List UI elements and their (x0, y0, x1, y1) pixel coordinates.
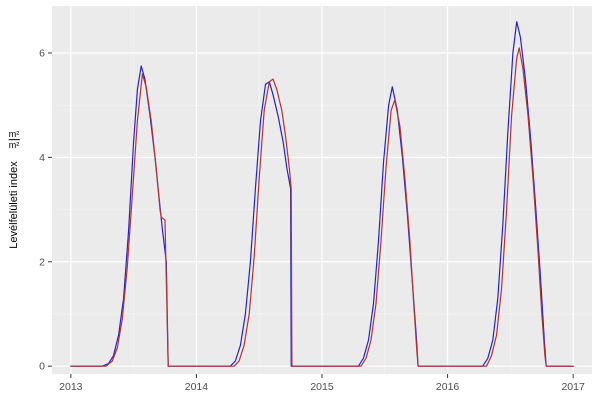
x-tick-label: 2013 (59, 381, 83, 393)
y-tick-label: 2 (39, 256, 45, 268)
x-tick-label: 2015 (310, 381, 334, 393)
x-tick-label: 2016 (436, 381, 460, 393)
y-tick-label: 6 (39, 47, 45, 59)
y-tick-label: 0 (39, 361, 45, 373)
y-tick-label: 4 (39, 152, 45, 164)
series-red-line (70, 47, 574, 367)
x-tick-label: 2014 (185, 381, 209, 393)
x-tick-label: 2017 (561, 381, 585, 393)
